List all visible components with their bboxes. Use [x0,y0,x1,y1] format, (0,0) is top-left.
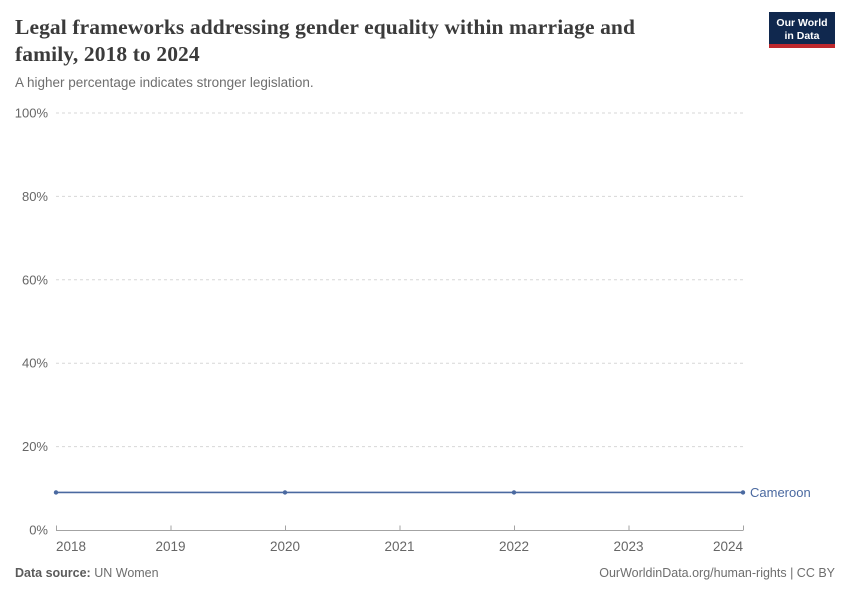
data-point-marker[interactable] [282,490,288,495]
x-axis-tick-label: 2024 [713,539,744,554]
chart-title: Legal frameworks addressing gender equal… [15,14,635,68]
y-axis-tick-label: 80% [22,189,48,204]
owid-logo-line-1: Our World [776,17,828,29]
entity-label[interactable]: Cameroon [750,485,811,500]
y-axis-tick-label: 20% [22,439,48,454]
x-axis-tick-label: 2021 [384,539,414,554]
data-point-marker[interactable] [53,490,59,495]
y-axis-tick-label: 40% [22,356,48,371]
chart-title-line-1: Legal frameworks addressing gender equal… [15,15,636,39]
y-axis-tick-label: 0% [29,523,48,538]
data-source: Data source: UN Women [15,566,159,580]
x-axis-tick-label: 2020 [270,539,300,554]
data-source-value: UN Women [94,566,159,580]
x-axis-tick-label: 2018 [56,539,86,554]
data-point-marker[interactable] [740,490,746,495]
owid-logo[interactable]: Our World in Data [769,12,835,48]
x-axis-tick-label: 2019 [155,539,185,554]
y-axis-tick-label: 60% [22,272,48,287]
owid-footer-link[interactable]: OurWorldinData.org/human-rights | CC BY [599,566,835,580]
x-axis-tick-label: 2022 [499,539,529,554]
x-axis-tick-label: 2023 [613,539,643,554]
chart-title-line-2: family, 2018 to 2024 [15,42,200,66]
y-axis-tick-label: 100% [15,106,49,121]
data-point-marker[interactable] [511,490,517,495]
owid-logo-line-2: in Data [784,30,820,42]
chart-footer: Data source: UN Women OurWorldinData.org… [15,566,835,580]
chart-subtitle: A higher percentage indicates stronger l… [15,75,314,90]
data-source-label: Data source: [15,566,91,580]
